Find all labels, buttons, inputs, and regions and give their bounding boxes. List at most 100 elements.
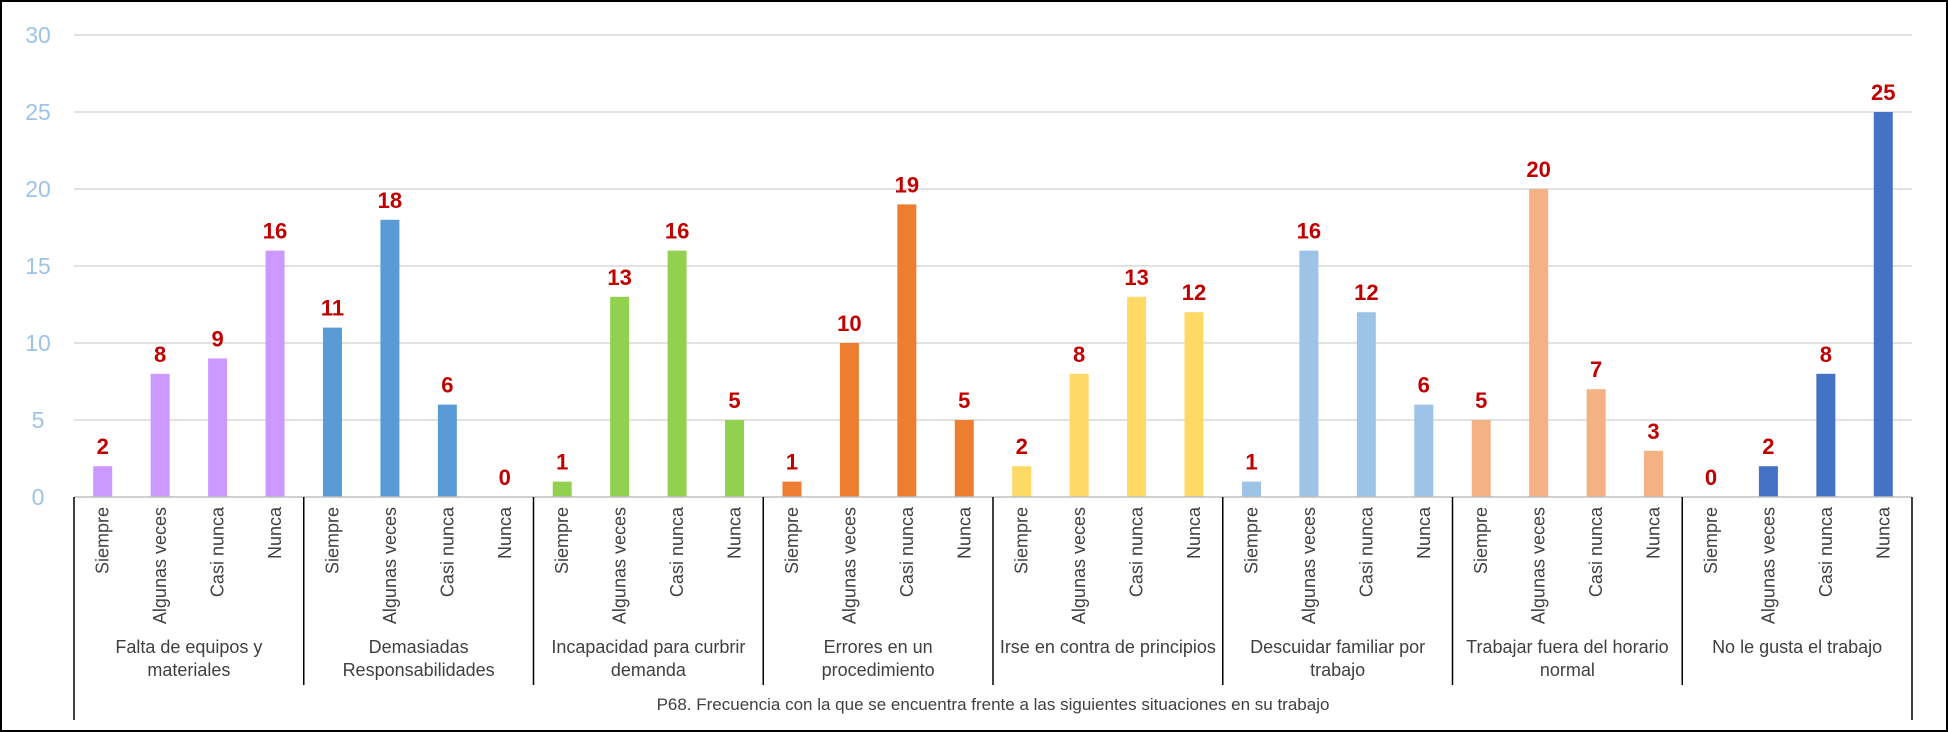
bar <box>1644 450 1664 497</box>
subcategory-label: Casi nunca <box>1127 506 1147 597</box>
bars <box>93 112 1893 498</box>
bar <box>954 420 974 497</box>
bar <box>1414 404 1434 497</box>
subcategory-label: Nunca <box>1644 506 1664 559</box>
subcategory-label: Casi nunca <box>1356 506 1376 597</box>
data-label: 25 <box>1871 80 1895 105</box>
x-axis-title: P68. Frecuencia con la que se encuentra … <box>657 695 1330 714</box>
group-label: normal <box>1540 660 1595 680</box>
data-label: 8 <box>1820 342 1832 367</box>
subcategory-label: Siempre <box>1471 507 1491 574</box>
subcategory-label: Algunas veces <box>150 507 170 624</box>
data-label: 13 <box>1124 265 1148 290</box>
subcategory-label: Siempre <box>1012 507 1032 574</box>
data-label: 3 <box>1647 419 1659 444</box>
bar <box>552 481 572 497</box>
subcategory-label: Nunca <box>1873 506 1893 559</box>
data-label: 18 <box>378 188 402 213</box>
bar <box>437 404 457 497</box>
subcategory-label: Siempre <box>1241 507 1261 574</box>
y-tick-label: 30 <box>25 22 51 48</box>
group-label: Demasiadas <box>369 637 469 657</box>
subcategory-label: Nunca <box>1184 506 1204 559</box>
subcategory-label: Algunas veces <box>610 507 630 624</box>
data-label: 16 <box>665 219 689 244</box>
subcategory-label: Nunca <box>954 506 974 559</box>
bar <box>667 250 687 497</box>
group-label: Falta de equipos y <box>115 637 262 657</box>
data-label: 0 <box>499 465 511 490</box>
subcategory-label: Casi nunca <box>1586 506 1606 597</box>
bar <box>380 219 400 498</box>
data-label: 0 <box>1705 465 1717 490</box>
y-tick-label: 15 <box>25 253 51 279</box>
subcategory-label: Algunas veces <box>1758 507 1778 624</box>
bar <box>782 481 802 497</box>
bar <box>1012 466 1032 497</box>
data-label: 5 <box>958 388 970 413</box>
data-label: 10 <box>837 311 861 336</box>
subcategory-label: Siempre <box>1701 507 1721 574</box>
bar <box>1758 466 1778 497</box>
data-label: 9 <box>211 326 223 351</box>
data-label: 8 <box>1073 342 1085 367</box>
bar <box>1471 420 1491 497</box>
subcategory-label: Siempre <box>552 507 572 574</box>
group-label: Descuidar familiar por <box>1250 637 1425 657</box>
bar <box>1586 389 1606 497</box>
data-label: 16 <box>1297 219 1321 244</box>
data-label: 2 <box>1762 434 1774 459</box>
data-label: 5 <box>728 388 740 413</box>
y-tick-label: 25 <box>25 99 51 125</box>
subcategory-label: Nunca <box>265 506 285 559</box>
group-label: Responsabilidades <box>343 660 495 680</box>
bar <box>1873 112 1893 497</box>
data-label: 6 <box>1418 373 1430 398</box>
category-axis: Siempre Algunas veces Casi nunca Nunca Falta… <box>73 496 1913 720</box>
subcategory-label: Siempre <box>322 507 342 574</box>
data-label: 11 <box>321 296 344 321</box>
y-tick-label: 10 <box>25 330 51 356</box>
bar <box>1816 373 1836 497</box>
data-label: 12 <box>1182 280 1206 305</box>
bar <box>897 204 917 497</box>
subcategory-label: Siempre <box>93 507 113 574</box>
y-tick-label: 20 <box>25 176 51 202</box>
bar <box>1241 481 1261 497</box>
subcategory-label: Casi nunca <box>208 506 228 597</box>
data-label: 1 <box>556 450 568 475</box>
bar <box>725 420 745 497</box>
data-label: 2 <box>97 434 109 459</box>
group-label: materiales <box>147 660 230 680</box>
group-label: Incapacidad para curbrir <box>551 637 745 657</box>
data-label: 19 <box>895 172 919 197</box>
subcategory-label: Nunca <box>725 506 745 559</box>
subcategory-label: Algunas veces <box>1529 507 1549 624</box>
group-label: trabajo <box>1310 660 1365 680</box>
subcategory-label: Casi nunca <box>1816 506 1836 597</box>
group-label: Irse en contra de principios <box>1000 637 1216 657</box>
bar <box>839 343 859 497</box>
gridlines <box>74 34 1912 421</box>
group-label: Errores en un <box>824 637 933 657</box>
subcategory-label: Casi nunca <box>437 506 457 597</box>
y-axis-ticks: 0 5 10 15 20 25 30 <box>25 22 51 510</box>
subcategory-label: Nunca <box>495 506 515 559</box>
subcategory-label: Casi nunca <box>897 506 917 597</box>
data-label: 20 <box>1526 157 1550 182</box>
subcategory-label: Algunas veces <box>839 507 859 624</box>
data-label: 8 <box>154 342 166 367</box>
bar <box>610 296 630 497</box>
data-label: 12 <box>1354 280 1378 305</box>
bar <box>150 373 170 497</box>
subcategory-label: Casi nunca <box>667 506 687 597</box>
data-labels: 2891611186011316511019528131211612652073… <box>97 80 1896 490</box>
group-label: procedimiento <box>822 660 935 680</box>
y-tick-label: 0 <box>32 484 45 510</box>
data-label: 16 <box>263 219 287 244</box>
y-tick-label: 5 <box>32 407 45 433</box>
bar <box>322 327 342 497</box>
bar <box>93 466 113 497</box>
